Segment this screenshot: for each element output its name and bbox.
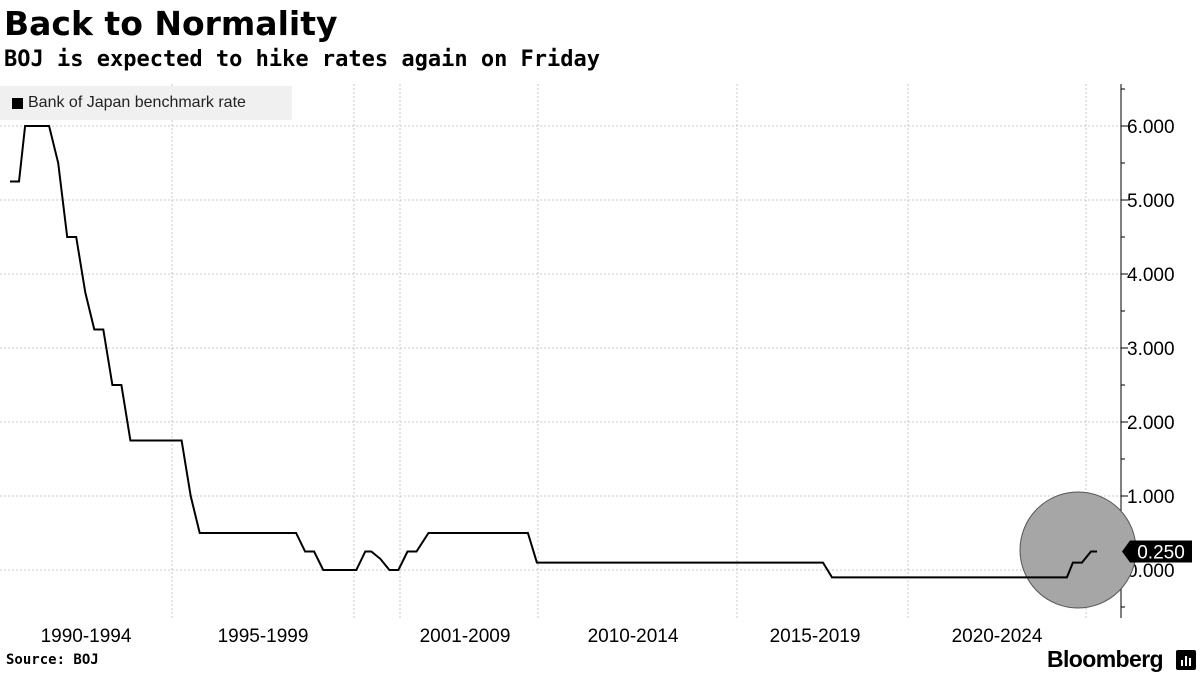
y-tick-label: 1.000 [1127,487,1175,508]
bloomberg-bars-icon [1176,650,1196,670]
last-value-label: 0.250 [1137,543,1185,564]
last-value-callout [1122,540,1192,563]
x-tick-label: 1995-1999 [218,626,309,647]
chart-title: Back to Normality [4,4,338,43]
x-tick-label: 2015-2019 [770,626,861,647]
source-note: Source: BOJ [6,652,99,668]
chart-subtitle: BOJ is expected to hike rates again on F… [4,47,601,72]
x-tick-label: 2020-2024 [952,626,1043,647]
x-tick-label: 1990-1994 [41,626,132,647]
series-line [10,125,1097,579]
y-tick-label: 0.000 [1127,561,1175,582]
brand-logo: Bloomberg [1047,646,1164,672]
x-tick-label: 2001-2009 [420,626,511,647]
y-tick-label: 6.000 [1127,117,1175,138]
y-tick-label: 5.000 [1127,191,1175,212]
y-tick-label: 3.000 [1127,339,1175,360]
legend-swatch [12,98,23,109]
y-tick-label: 4.000 [1127,265,1175,286]
chart-legend: Bank of Japan benchmark rate [0,86,292,120]
highlight-circle [1019,491,1137,609]
legend-label: Bank of Japan benchmark rate [28,94,246,111]
x-tick-label: 2010-2014 [588,626,679,647]
y-tick-label: 2.000 [1127,413,1175,434]
